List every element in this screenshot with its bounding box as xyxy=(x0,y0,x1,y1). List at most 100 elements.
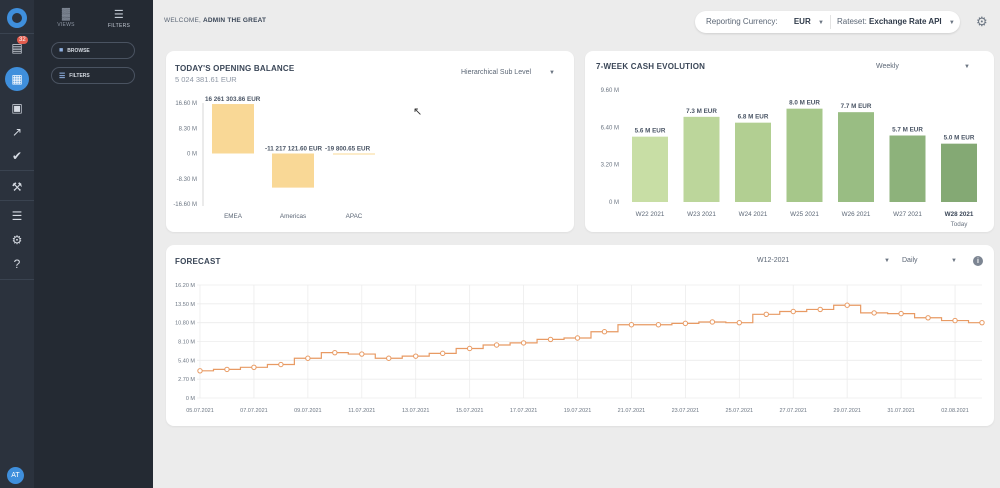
x-tick-label: W28 2021 xyxy=(945,211,974,218)
info-icon[interactable]: i xyxy=(973,256,983,266)
data-label: -11 217 121.60 EUR xyxy=(265,146,323,153)
data-point xyxy=(790,308,796,315)
series-line xyxy=(200,304,982,372)
data-point xyxy=(305,355,311,361)
data-label: -19 800.65 EUR xyxy=(325,146,371,153)
data-label: 7.7 M EUR xyxy=(841,103,872,110)
gavel-icon[interactable]: ⚒ xyxy=(11,180,23,194)
rail-divider xyxy=(0,200,34,201)
x-tick-label: 27.07.2021 xyxy=(779,408,807,414)
bar xyxy=(941,143,977,202)
today-label: Today xyxy=(951,221,969,228)
opening-balance-total: 5 024 381.61 EUR xyxy=(175,75,237,84)
x-tick-label: 19.07.2021 xyxy=(564,408,592,414)
opening-balance-chart: 16.60 M 8.30 M 0 M -8.30 M -16.60 M 16 261 30… xyxy=(173,96,375,220)
x-tick-label: 15.07.2021 xyxy=(456,408,484,414)
data-point xyxy=(224,366,230,373)
avatar[interactable]: AT xyxy=(7,467,24,484)
pill-divider xyxy=(830,15,831,29)
data-point xyxy=(251,364,257,371)
document-icon[interactable]: ☰ xyxy=(11,209,23,223)
data-point xyxy=(386,355,392,361)
weekly-value: Weekly xyxy=(876,63,899,70)
bar xyxy=(683,116,720,202)
mouse-cursor-icon: ↖ xyxy=(413,106,423,118)
data-point xyxy=(763,311,769,317)
x-tick-label: W26 2021 xyxy=(842,211,871,218)
filters-button[interactable]: ☰ FILTERS xyxy=(51,67,135,84)
inbox-icon[interactable]: ▤ 32 xyxy=(11,36,28,55)
weekly-dropdown[interactable]: Weekly ▼ xyxy=(876,63,970,70)
x-tick-label: 11.07.2021 xyxy=(348,408,375,414)
data-point xyxy=(278,361,284,368)
x-tick-label: 02.08.2021 xyxy=(941,408,969,414)
notification-badge: 32 xyxy=(17,36,28,44)
data-point xyxy=(871,310,877,316)
y-tick-label: 0 M xyxy=(609,200,619,206)
chevron-down-icon: ▼ xyxy=(948,20,955,26)
help-icon[interactable]: ? xyxy=(13,257,21,271)
y-tick-label: 10.80 M xyxy=(175,321,195,327)
data-point xyxy=(682,320,689,327)
cash-evolution-chart: 9.60 M 6.40 M 3.20 M 0 M 5.6 M EUR W22 2021 7.… xyxy=(601,88,977,228)
chevron-down-icon: ▼ xyxy=(951,258,957,264)
gear-icon[interactable]: ⚙ xyxy=(976,14,988,29)
currency-select[interactable]: Reporting Currency: EUR ▼ xyxy=(706,17,824,26)
data-label: 5.6 M EUR xyxy=(635,128,666,135)
tab-filters[interactable]: ☰ FILTERS xyxy=(94,8,144,29)
data-point xyxy=(493,342,500,348)
opening-balance-title: TODAY'S OPENING BALANCE xyxy=(175,64,295,73)
x-tick-label: EMEA xyxy=(224,213,243,220)
trend-icon[interactable]: ↗ xyxy=(11,125,23,139)
data-point xyxy=(655,322,662,328)
y-tick-label: 0 M xyxy=(186,396,196,402)
data-point xyxy=(709,319,716,325)
data-point xyxy=(413,353,419,359)
thumbs-up-icon[interactable]: ✔ xyxy=(11,149,23,163)
bar xyxy=(333,153,375,155)
filter-panel: ▓ VIEWS ☰ FILTERS ■ BROWSE ☰ FILTERS xyxy=(34,0,153,488)
tab-views[interactable]: ▓ VIEWS xyxy=(41,8,91,28)
y-tick-label: 8.10 M xyxy=(178,340,195,346)
data-label: 6.8 M EUR xyxy=(738,114,769,121)
bar xyxy=(786,108,823,202)
welcome-text: WELCOME, ADMIN THE GREAT xyxy=(164,17,266,24)
data-point xyxy=(601,329,608,335)
granularity-value: Daily xyxy=(902,257,918,264)
data-label: 5.0 M EUR xyxy=(944,135,975,142)
data-point xyxy=(574,335,581,341)
browse-button[interactable]: ■ BROWSE xyxy=(51,42,135,59)
wallet-icon[interactable]: ▣ xyxy=(11,101,23,115)
y-tick-label: 0 M xyxy=(187,152,197,158)
filters-label: FILTERS xyxy=(69,72,90,79)
rail-divider xyxy=(0,279,34,280)
forecast-title: FORECAST xyxy=(175,257,221,266)
sub-level-dropdown[interactable]: Hierarchical Sub Level ▼ xyxy=(461,69,557,76)
bar xyxy=(632,136,668,202)
sub-level-value: Hierarchical Sub Level xyxy=(461,69,532,76)
x-tick-label: 31.07.2021 xyxy=(887,408,915,414)
app-logo[interactable] xyxy=(7,8,27,28)
chevron-down-icon: ▼ xyxy=(817,20,824,26)
chevron-down-icon: ▼ xyxy=(884,258,890,264)
dashboard-icon[interactable]: ▦ xyxy=(5,67,29,91)
y-tick-label: 6.40 M xyxy=(601,125,619,131)
y-tick-label: 3.20 M xyxy=(601,163,619,169)
y-tick-label: 13.50 M xyxy=(175,302,195,308)
x-tick-label: W25 2021 xyxy=(790,211,819,218)
x-tick-label: 21.07.2021 xyxy=(618,408,646,414)
period-value: W12-2021 xyxy=(757,257,790,264)
x-tick-label: 29.07.2021 xyxy=(833,408,861,414)
x-tick-label: 05.07.2021 xyxy=(186,408,214,414)
period-dropdown[interactable]: W12-2021 ▼ xyxy=(757,257,890,264)
forecast-card: FORECAST W12-2021 ▼ Daily ▼ i 16.20 M 13.… xyxy=(166,245,994,426)
y-tick-label: 16.60 M xyxy=(175,101,197,107)
x-tick-label: W22 2021 xyxy=(636,211,665,218)
data-point xyxy=(925,315,931,321)
bar xyxy=(889,135,926,202)
currency-value: EUR xyxy=(793,17,811,26)
currency-rateset-pill: Reporting Currency: EUR ▼ Rateset: Excha… xyxy=(695,11,960,33)
rateset-select[interactable]: Rateset: Exchange Rate API ▼ xyxy=(837,17,955,26)
granularity-dropdown[interactable]: Daily ▼ xyxy=(902,257,962,264)
settings-icon[interactable]: ⚙ xyxy=(11,233,23,247)
